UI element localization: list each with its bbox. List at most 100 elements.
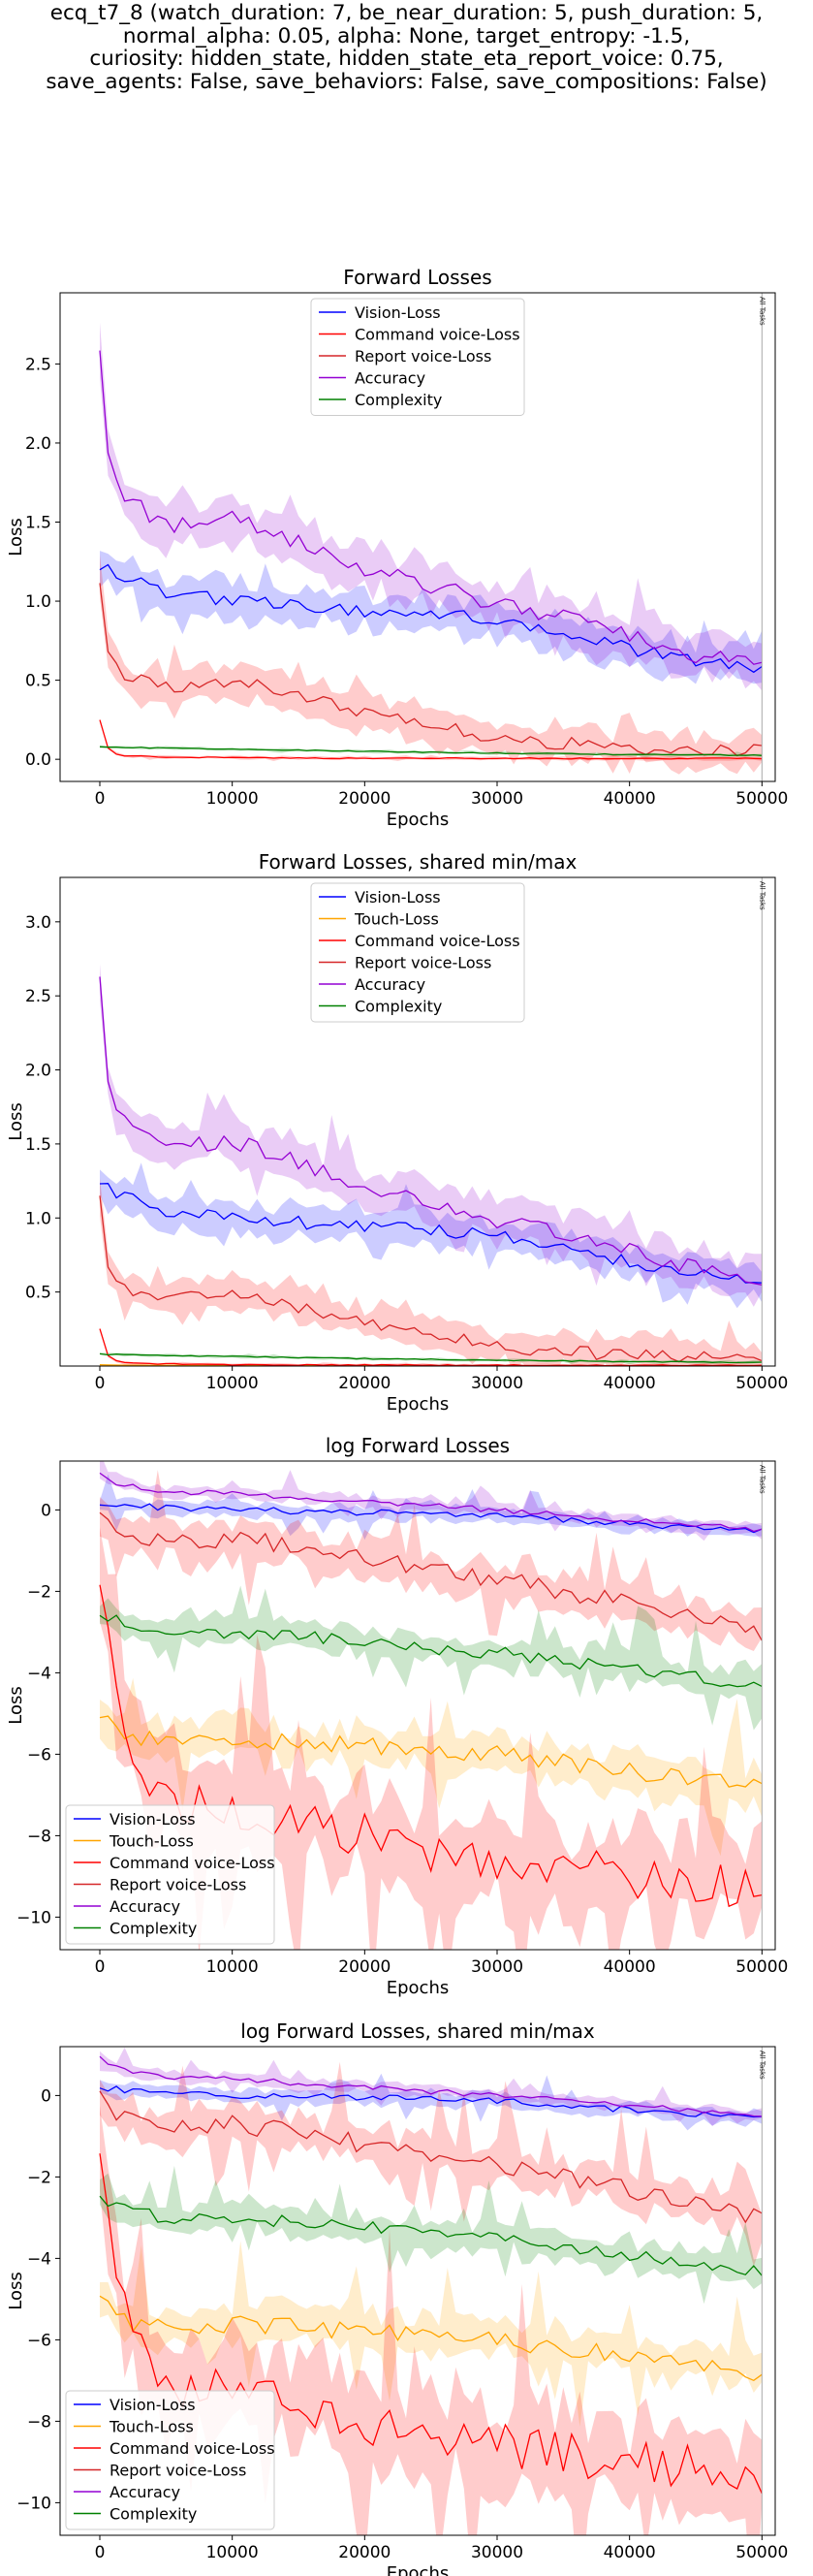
legend-entry-vision: Vision-Loss (109, 1810, 196, 1829)
series-line-accuracy (99, 976, 763, 1286)
y-axis-label: Loss (6, 518, 26, 556)
chart-3: log Forward Losses All Tasks 0 10000 20000 30… (6, 1434, 788, 1998)
y-axis-label: Loss (6, 1686, 26, 1724)
legend-entry-accuracy: Accuracy (109, 1897, 180, 1916)
legend-entry-touch: Touch-Loss (109, 2418, 194, 2436)
y-tick-label: 1.5 (25, 514, 51, 533)
y-tick-label: −8 (27, 2412, 51, 2432)
chart-2: Forward Losses, shared min/max All Tasks 0… (6, 850, 788, 1415)
y-tick-label: 0.0 (25, 750, 51, 770)
band-vision (100, 1474, 763, 1541)
band-report (100, 554, 763, 775)
series-line-vision (99, 2085, 763, 2118)
y-tick-label: 1.0 (25, 592, 51, 612)
band-accuracy (100, 1461, 763, 1542)
y-tick-label: 0 (41, 1501, 51, 1520)
legend-entry-report: Report voice-Loss (109, 2462, 246, 2480)
x-tick-label: 20000 (338, 2543, 391, 2562)
y-tick-label: 2.0 (25, 1062, 51, 1081)
y-tick-label: −6 (27, 1745, 51, 1765)
series-line-accuracy (99, 1472, 763, 1533)
x-tick-label: 10000 (206, 2543, 259, 2562)
legend-box (65, 2390, 275, 2530)
series-line-report (99, 1195, 763, 1363)
legend-entry-report: Report voice-Loss (355, 347, 491, 366)
plot-area (99, 322, 763, 775)
figure-title-line-4: save_agents: False, save_behaviors: Fals… (46, 69, 767, 94)
band-vision (100, 2073, 763, 2131)
legend-entry-vision: Vision-Loss (109, 2396, 196, 2414)
band-vision (100, 551, 763, 684)
vline-label: All Tasks (758, 2051, 766, 2080)
plot-frame (59, 1460, 776, 1951)
x-tick-label: 0 (95, 789, 106, 809)
legend-entry-report: Report voice-Loss (109, 1876, 246, 1894)
x-axis-label: Epochs (387, 2563, 450, 2576)
x-axis-label: Epochs (387, 1394, 450, 1415)
y-tick-label: −6 (27, 2331, 51, 2350)
series-line-complexity (99, 2195, 763, 2276)
chart-4: log Forward Losses, shared min/max All Ta… (6, 2019, 788, 2576)
y-tick-label: 3.0 (25, 913, 51, 933)
x-tick-label: 10000 (206, 1374, 259, 1393)
y-tick-label: −4 (27, 2249, 51, 2269)
x-tick-label: 10000 (206, 789, 259, 809)
y-tick-label: 2.5 (25, 355, 51, 374)
x-tick-label: 40000 (604, 2543, 656, 2562)
band-touch (100, 2241, 763, 2427)
series-line-report (99, 1511, 763, 1641)
legend-entry-complexity: Complexity (355, 391, 442, 409)
series-line-command (99, 719, 763, 760)
y-tick-label: 1.5 (25, 1135, 51, 1155)
x-tick-label: 0 (95, 1957, 106, 1977)
figure-title-line-3: curiosity: hidden_state, hidden_state_et… (89, 47, 724, 71)
y-tick-label: −4 (27, 1664, 51, 1683)
y-tick-label: 1.0 (25, 1209, 51, 1228)
x-tick-label: 50000 (735, 2543, 788, 2562)
x-tick-label: 20000 (338, 1957, 391, 1977)
vline-label: All Tasks (758, 881, 766, 910)
legend-entry-complexity: Complexity (355, 998, 442, 1016)
legend-entry-accuracy: Accuracy (109, 2483, 180, 2501)
band-accuracy (100, 964, 763, 1307)
series-line-vision (99, 1503, 763, 1534)
x-tick-label: 50000 (735, 1957, 788, 1977)
figure-title-line-1: ecq_t7_8 (watch_duration: 7, be_near_dur… (49, 1, 764, 25)
y-tick-label: 2.0 (25, 434, 51, 454)
chart-title: log Forward Losses (326, 1434, 510, 1457)
x-tick-label: 0 (95, 2543, 106, 2562)
y-tick-label: −8 (27, 1827, 51, 1846)
legend-box (65, 1804, 275, 1945)
x-tick-label: 10000 (206, 1957, 259, 1977)
figure-title-line-2: normal_alpha: 0.05, alpha: None, target_… (122, 23, 691, 48)
x-tick-label: 30000 (471, 1957, 523, 1977)
chart-1: Forward Losses All Tasks 0 10000 20000 30000 4… (6, 266, 788, 830)
plot-frame (59, 292, 776, 782)
series-line-command (99, 2153, 763, 2495)
series-line-command (99, 1328, 763, 1366)
y-axis-label: Loss (6, 1102, 26, 1140)
chart-title: Forward Losses, shared min/max (259, 850, 578, 874)
legend-entry-complexity: Complexity (109, 2505, 197, 2524)
series-line-complexity (99, 1352, 763, 1364)
legend-entry-command: Command voice-Loss (109, 1854, 275, 1872)
series-line-report (99, 2090, 763, 2224)
band-report (100, 1470, 763, 1651)
x-tick-label: 30000 (471, 2543, 523, 2562)
y-tick-label: −10 (16, 2494, 51, 2513)
legend-entry-touch: Touch-Loss (354, 910, 439, 929)
x-tick-label: 0 (95, 1374, 106, 1393)
legend-entry-accuracy: Accuracy (355, 369, 425, 388)
series-line-report (99, 583, 763, 757)
legend-entry-accuracy: Accuracy (355, 975, 425, 994)
figure-title: ecq_t7_8 (watch_duration: 7, be_near_dur… (0, 0, 813, 93)
vline-label: All Tasks (758, 1465, 766, 1494)
x-tick-label: 20000 (338, 1374, 391, 1393)
plot-frame (59, 876, 776, 1367)
band-complexity (100, 1585, 763, 1731)
legend: Vision-Loss Touch-Loss Command voice-Loss R… (65, 2390, 275, 2530)
band-complexity (100, 2165, 763, 2305)
series-line-vision (99, 563, 763, 674)
band-report (100, 1178, 763, 1366)
legend-entry-command: Command voice-Loss (109, 2439, 275, 2458)
